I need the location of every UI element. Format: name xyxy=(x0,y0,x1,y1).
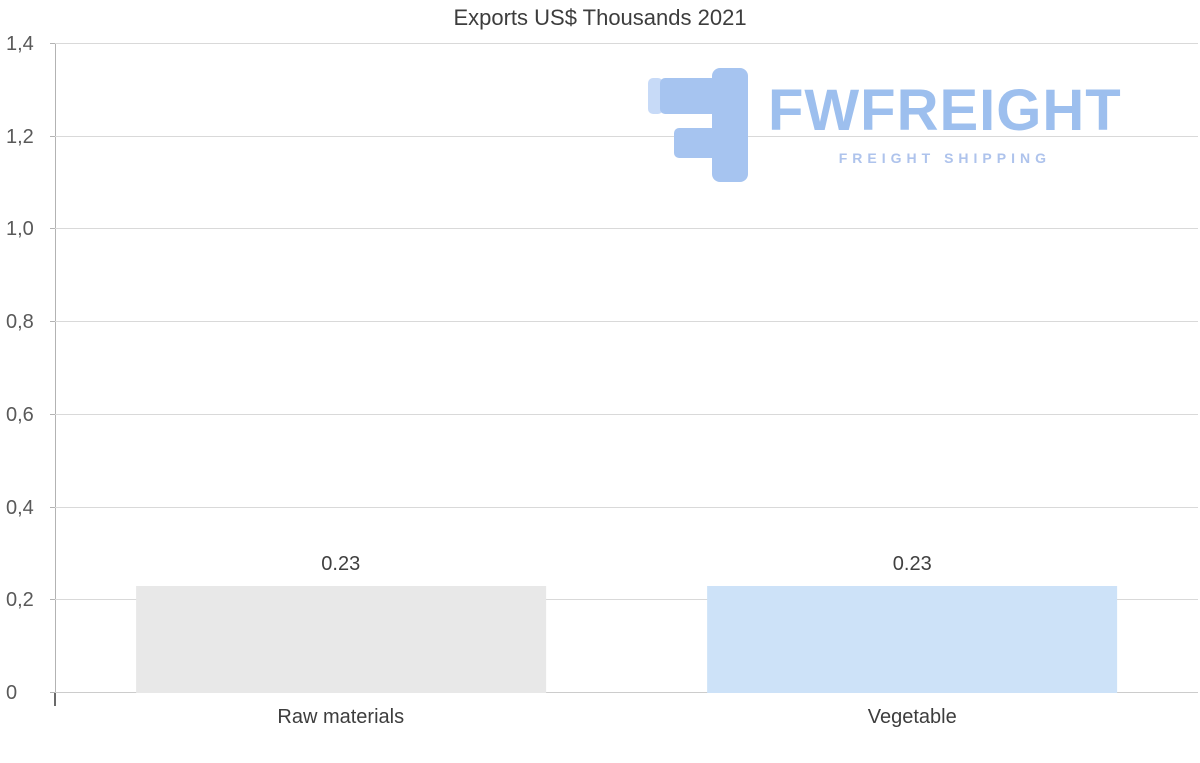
y-axis-line xyxy=(55,44,56,693)
gridline xyxy=(55,135,1198,137)
y-axis-tick-label: 0 xyxy=(6,682,18,704)
gridline xyxy=(55,506,1198,508)
gridline xyxy=(55,43,1198,44)
y-axis-tick xyxy=(50,413,55,415)
bar-value-label: 0.23 xyxy=(892,553,932,576)
logo-shape-arm-mid xyxy=(674,128,730,158)
bar-vegetable xyxy=(707,586,1118,693)
y-axis-tick-label: 0,2 xyxy=(6,589,34,612)
y-axis-tick xyxy=(50,321,55,323)
gridline xyxy=(55,413,1198,415)
bar-slot: 0.23 Raw materials xyxy=(55,44,627,728)
y-axis-labels: 0 0,2 0,4 0,6 0,8 1,0 1,2 1,4 xyxy=(0,33,55,704)
logo-shape-cap xyxy=(648,78,663,114)
y-axis-tick-label: 0,8 xyxy=(6,311,34,334)
gridline xyxy=(55,599,1198,601)
y-axis-tick xyxy=(50,599,55,601)
y-axis-tick-label: 0,4 xyxy=(6,496,34,519)
bar-value-label: 0.23 xyxy=(321,553,361,576)
y-axis-tick-label: 1,0 xyxy=(6,218,34,241)
category-label: Vegetable xyxy=(867,706,957,728)
watermark-tagline-text: FREIGHT SHIPPING xyxy=(838,150,1051,166)
gridline xyxy=(55,692,1198,693)
y-axis-tick-label: 0,6 xyxy=(6,403,34,426)
category-label: Raw materials xyxy=(277,706,405,728)
y-axis-tick xyxy=(50,228,55,230)
gridline xyxy=(55,321,1198,323)
plot-area: FWFREIGHT FREIGHT SHIPPING 0.23 Raw mater… xyxy=(50,43,1199,728)
fwfreight-logo-icon xyxy=(648,68,748,182)
bar-slot: 0.23 Vegetable xyxy=(627,44,1199,728)
chart-title: Exports US$ Thousands 2021 xyxy=(453,5,747,30)
y-axis-tick xyxy=(50,43,55,44)
watermark-brand-text: FWFREIGHT xyxy=(768,78,1122,143)
y-axis-tick xyxy=(50,692,55,693)
y-axis-tick-label: 1,4 xyxy=(6,33,34,55)
y-axis-tick-label: 1,2 xyxy=(6,125,34,148)
y-axis-tick xyxy=(50,135,55,137)
gridline xyxy=(55,228,1198,230)
logo-shape-arm-top xyxy=(660,78,730,114)
y-axis-tick xyxy=(50,506,55,508)
bar-raw-materials xyxy=(135,586,546,693)
watermark-text-block: FWFREIGHT FREIGHT SHIPPING xyxy=(768,68,1122,167)
fwfreight-watermark: FWFREIGHT FREIGHT SHIPPING xyxy=(648,68,1122,182)
origin-tick xyxy=(54,693,56,706)
